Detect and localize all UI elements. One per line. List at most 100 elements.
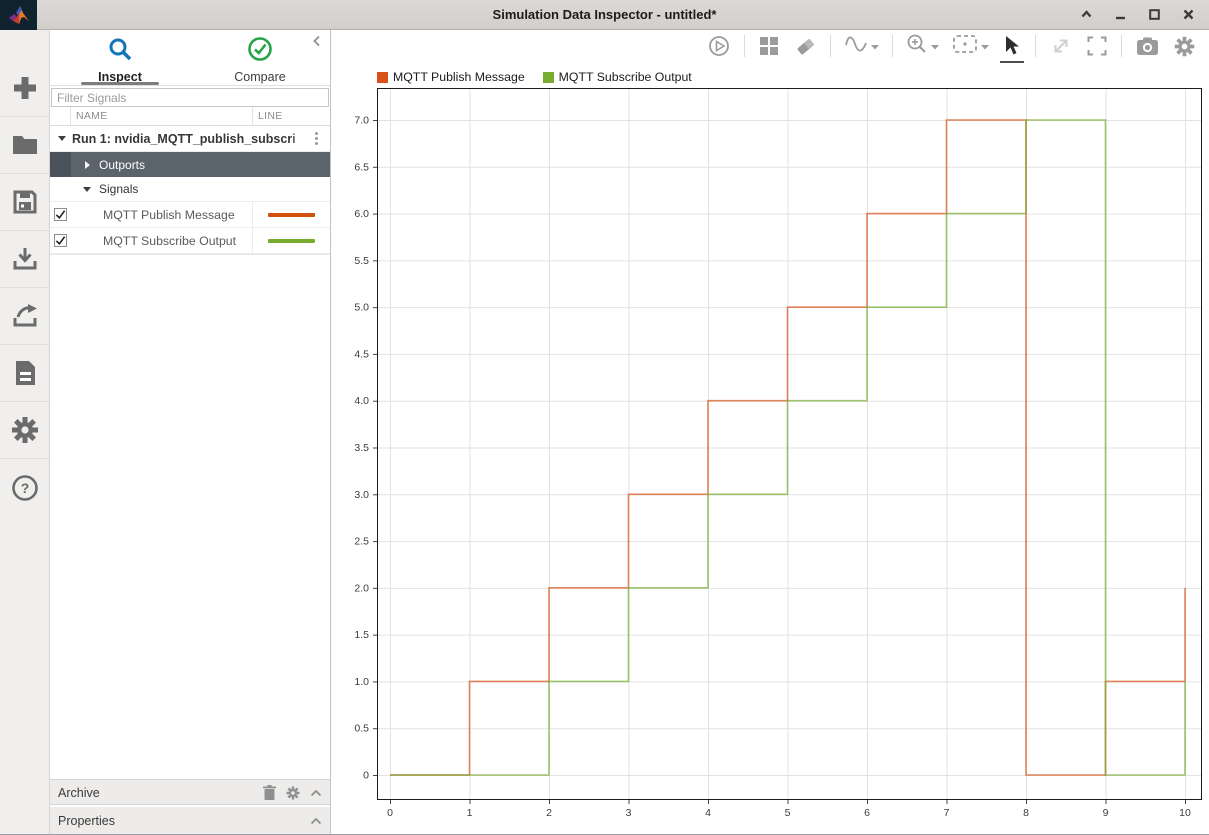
svg-text:6: 6 — [864, 807, 870, 819]
window-title: Simulation Data Inspector - untitled* — [492, 7, 717, 22]
kebab-menu-icon[interactable] — [308, 132, 324, 145]
signal-table-header: NAME LINE — [50, 107, 330, 126]
gear-icon[interactable] — [286, 786, 300, 800]
expand-diagonal-icon[interactable] — [1049, 33, 1073, 59]
svg-text:1.5: 1.5 — [354, 629, 369, 641]
preferences-button[interactable] — [0, 402, 49, 459]
outports-gutter — [50, 152, 71, 177]
tab-compare[interactable]: Compare — [190, 36, 330, 85]
export-button[interactable] — [0, 288, 49, 345]
svg-text:4.5: 4.5 — [354, 348, 369, 360]
svg-text:1: 1 — [467, 807, 473, 819]
legend-item-publish[interactable]: MQTT Publish Message — [377, 70, 525, 84]
tree-group-signals[interactable]: Signals — [50, 177, 330, 202]
save-button[interactable] — [0, 174, 49, 231]
run-row[interactable]: Run 1: nvidia_MQTT_publish_subscri — [50, 126, 330, 152]
check-circle-icon — [247, 36, 273, 67]
archive-section-bar[interactable]: Archive — [50, 779, 330, 805]
legend-item-subscribe[interactable]: MQTT Subscribe Output — [542, 70, 692, 84]
signal-checkbox[interactable] — [54, 208, 67, 221]
tree-group-outports[interactable]: Outports — [50, 152, 330, 177]
signal-checkbox[interactable] — [54, 234, 67, 247]
sidebar: Inspect Compare NAME LINE — [50, 30, 331, 834]
svg-text:0: 0 — [387, 807, 393, 819]
report-button[interactable] — [0, 345, 49, 402]
add-button[interactable] — [0, 60, 49, 117]
layout-grid-icon[interactable] — [758, 34, 780, 58]
properties-section-bar[interactable]: Properties — [50, 805, 330, 834]
main-toolbar: ? — [0, 30, 50, 834]
signal-name: MQTT Publish Message — [71, 207, 252, 222]
fit-to-view-icon — [952, 34, 978, 59]
svg-text:5.0: 5.0 — [354, 302, 369, 314]
svg-text:3.0: 3.0 — [354, 489, 369, 501]
signal-line-cell[interactable] — [252, 228, 330, 253]
expand-triangle-icon[interactable] — [58, 136, 66, 141]
preferences-gear-icon — [11, 416, 39, 444]
chart-panel: MQTT Publish Message MQTT Subscribe Outp… — [331, 30, 1209, 834]
collapse-panel-button[interactable] — [311, 34, 325, 48]
signal-line-swatch — [268, 238, 315, 243]
trash-icon[interactable] — [263, 785, 276, 800]
cursor-arrow-icon[interactable] — [1000, 33, 1024, 63]
chart-legend: MQTT Publish Message MQTT Subscribe Outp… — [377, 70, 692, 84]
tab-compare-label: Compare — [234, 70, 286, 84]
settings-gear-icon[interactable] — [1173, 34, 1196, 59]
svg-text:4: 4 — [705, 807, 711, 819]
svg-text:4.0: 4.0 — [354, 395, 369, 407]
legend-label-publish: MQTT Publish Message — [393, 70, 525, 84]
svg-text:6.5: 6.5 — [354, 161, 369, 173]
export-icon — [11, 303, 39, 329]
signal-row-subscribe[interactable]: MQTT Subscribe Output — [50, 228, 330, 254]
minimize-window-button[interactable] — [1113, 8, 1127, 22]
eraser-icon[interactable] — [793, 34, 817, 58]
svg-text:7: 7 — [944, 807, 950, 819]
legend-label-subscribe: MQTT Subscribe Output — [558, 70, 692, 84]
fullscreen-icon[interactable] — [1086, 34, 1108, 58]
expanded-triangle-icon[interactable] — [83, 186, 91, 192]
tab-inspect[interactable]: Inspect — [50, 36, 190, 85]
signal-wave-tool[interactable] — [844, 33, 879, 60]
replay-icon[interactable] — [707, 33, 731, 59]
svg-text:1.0: 1.0 — [354, 676, 369, 688]
fit-to-view-tool[interactable] — [952, 34, 989, 59]
caret-down-icon — [981, 37, 989, 55]
collapsed-triangle-icon[interactable] — [85, 160, 90, 169]
svg-text:10: 10 — [1179, 807, 1191, 819]
chevron-up-icon[interactable] — [310, 817, 322, 825]
archive-label: Archive — [58, 785, 100, 800]
svg-text:0: 0 — [363, 770, 369, 782]
signal-name: MQTT Subscribe Output — [71, 233, 252, 248]
outports-label: Outports — [99, 157, 146, 172]
name-column-header: NAME — [76, 110, 108, 122]
time-plot[interactable]: 0 1 2 3 4 5 6 7 8 9 10 0 0.5 1.0 1.5 2.0 2.5 3.0 3.5 4.0 4.5… — [335, 88, 1207, 833]
signal-line-cell[interactable] — [252, 202, 330, 227]
maximize-window-button[interactable] — [1147, 8, 1161, 22]
line-column-header: LINE — [252, 107, 330, 125]
sidebar-tabs: Inspect Compare — [50, 30, 330, 86]
camera-icon[interactable] — [1135, 34, 1160, 58]
matlab-logo — [0, 0, 37, 30]
svg-text:8: 8 — [1023, 807, 1029, 819]
title-bar: Simulation Data Inspector - untitled* — [0, 0, 1209, 30]
open-button[interactable] — [0, 117, 49, 174]
zoom-tool[interactable] — [906, 33, 939, 60]
chart-toolbar — [331, 30, 1209, 63]
save-icon — [12, 189, 38, 215]
close-window-button[interactable] — [1181, 8, 1195, 22]
help-button[interactable]: ? — [0, 459, 49, 516]
svg-text:0.5: 0.5 — [354, 723, 369, 735]
caret-down-icon — [931, 37, 939, 55]
svg-text:9: 9 — [1103, 807, 1109, 819]
svg-text:3.5: 3.5 — [354, 442, 369, 454]
svg-text:3: 3 — [626, 807, 632, 819]
add-icon — [11, 74, 39, 102]
signal-line-swatch — [268, 212, 315, 217]
shade-window-button[interactable] — [1079, 8, 1093, 22]
zoom-in-icon — [906, 33, 928, 60]
chevron-up-icon[interactable] — [310, 789, 322, 797]
import-button[interactable] — [0, 231, 49, 288]
filter-signals-input[interactable] — [51, 88, 329, 107]
signal-row-publish[interactable]: MQTT Publish Message — [50, 202, 330, 228]
svg-text:7.0: 7.0 — [354, 115, 369, 127]
